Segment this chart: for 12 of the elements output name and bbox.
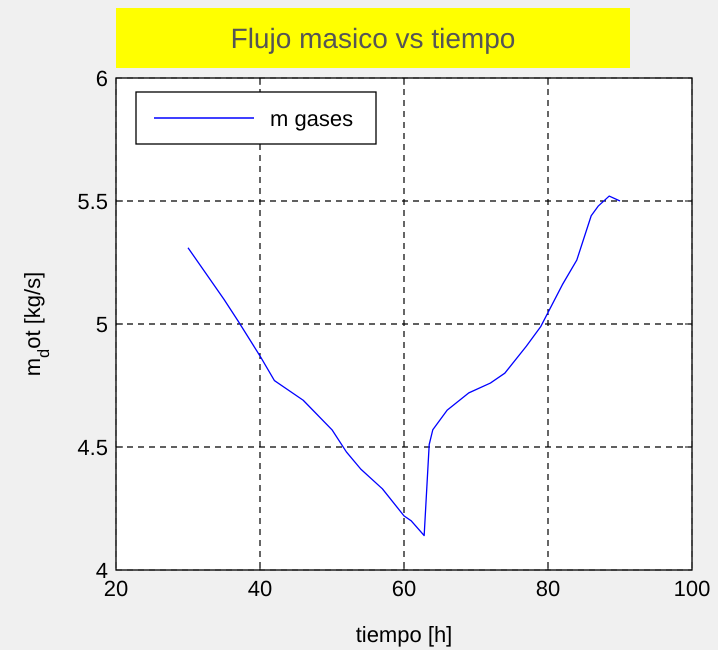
line-series [187, 195, 621, 536]
x-tick-label: 80 [536, 576, 560, 601]
x-axis-title: tiempo [h] [356, 622, 452, 647]
x-tick-label: 40 [248, 576, 272, 601]
legend-label: m gases [270, 106, 354, 131]
x-tick-label: 60 [392, 576, 416, 601]
y-tick-label: 4.5 [77, 435, 108, 460]
x-tick-label: 100 [674, 576, 710, 601]
y-tick-label: 5 [96, 312, 108, 337]
y-tick-label: 5.5 [77, 189, 108, 214]
chart-title: Flujo masico vs tiempo [230, 23, 516, 54]
y-tick-label: 6 [96, 66, 108, 91]
